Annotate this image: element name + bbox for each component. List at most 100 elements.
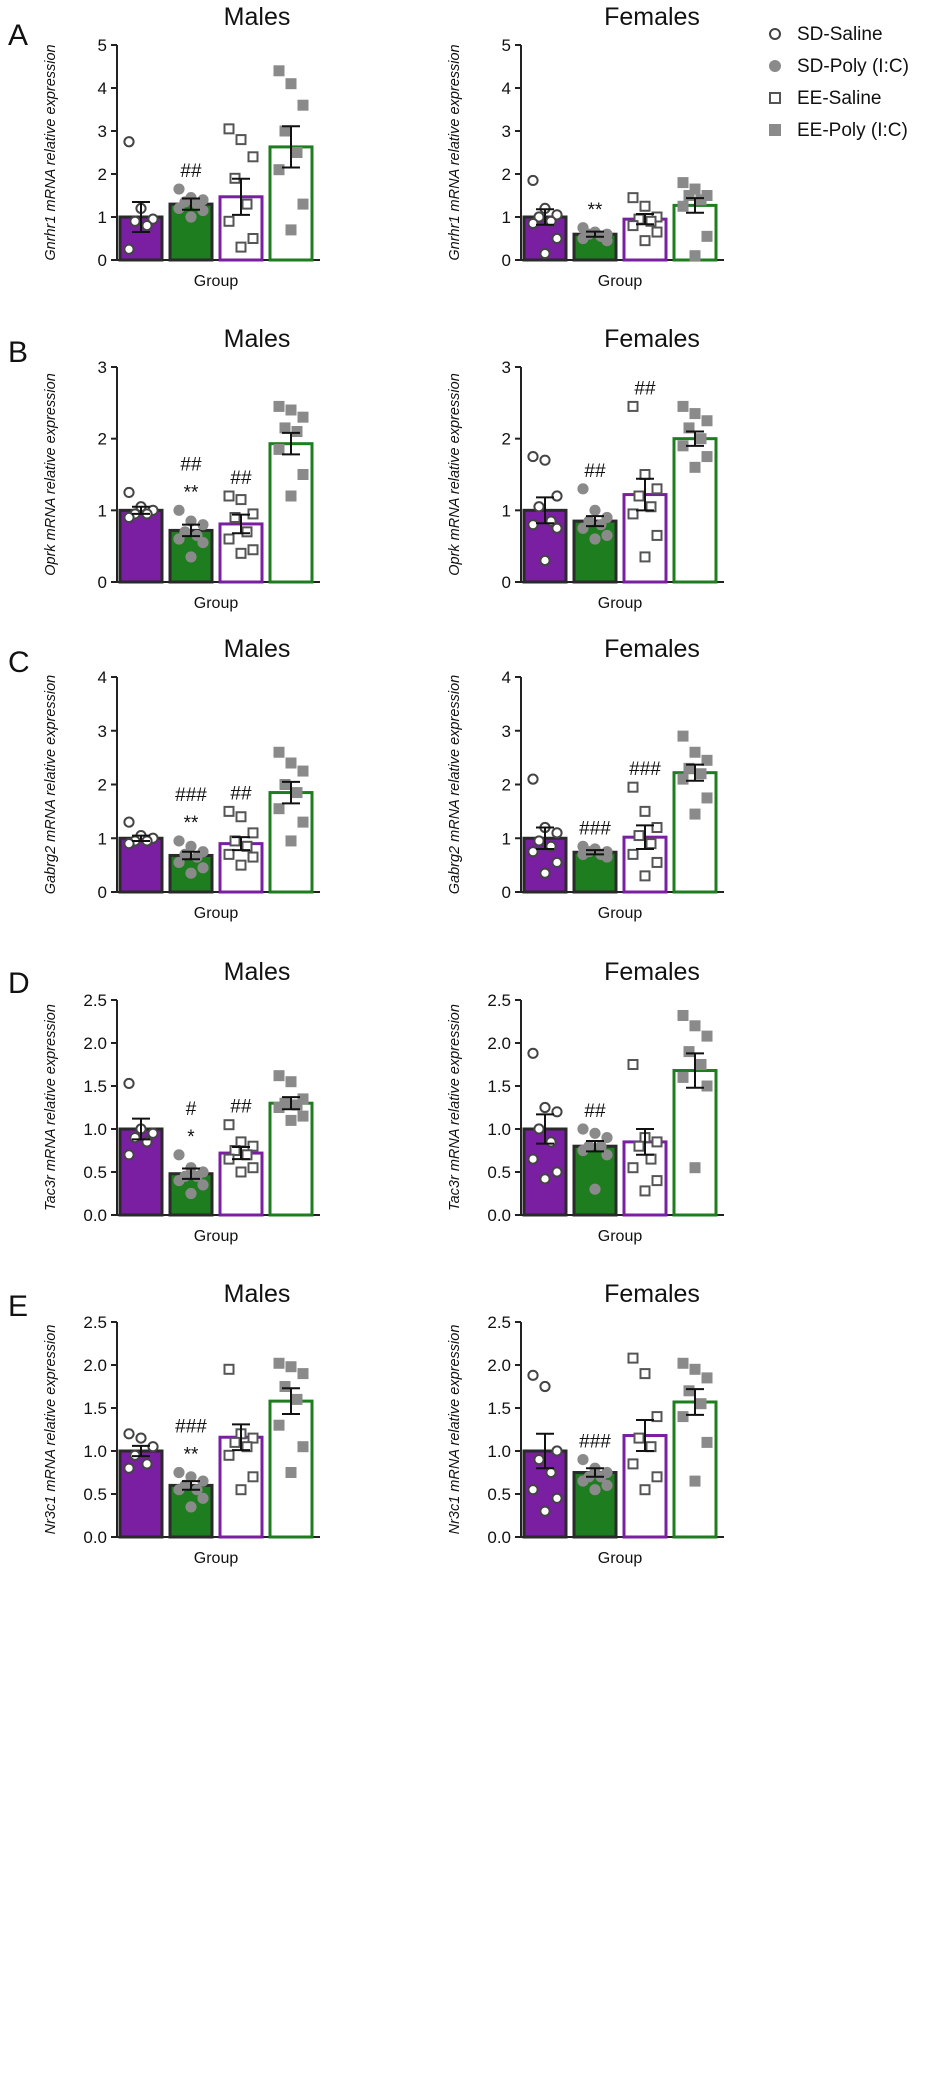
data-point xyxy=(285,1114,297,1126)
data-point xyxy=(651,822,663,833)
chart-title: Females xyxy=(604,325,700,353)
data-point xyxy=(527,450,539,463)
data-point xyxy=(197,536,209,549)
data-point xyxy=(677,1357,689,1369)
bar-sd-saline xyxy=(118,1127,164,1217)
data-point xyxy=(701,451,713,463)
data-point xyxy=(273,400,285,412)
data-point xyxy=(577,232,589,245)
significance-label: * xyxy=(187,1127,195,1148)
significance-label: ### xyxy=(175,1417,207,1438)
data-point xyxy=(273,1357,285,1369)
significance-label: ## xyxy=(584,461,606,482)
y-tick-label: 0.0 xyxy=(487,1528,511,1547)
data-point xyxy=(695,768,707,780)
data-point xyxy=(291,1393,303,1405)
data-point xyxy=(689,408,701,420)
y-tick-label: 1.5 xyxy=(487,1399,511,1418)
y-tick-label: 5 xyxy=(98,36,107,55)
data-point xyxy=(627,192,639,204)
y-axis-label-text: mRNA relative expression xyxy=(43,1004,59,1175)
y-tick-label: 5 xyxy=(502,36,511,55)
panel-letter: D xyxy=(8,967,30,1000)
data-point xyxy=(633,1432,645,1444)
data-point xyxy=(223,123,235,135)
x-axis-label: Group xyxy=(194,1228,239,1245)
data-point xyxy=(551,1445,563,1457)
data-point xyxy=(223,215,235,227)
data-point xyxy=(689,808,701,820)
data-point xyxy=(285,1076,297,1088)
data-point xyxy=(285,224,297,236)
y-tick-label: 0 xyxy=(98,883,107,902)
y-tick-label: 1.0 xyxy=(487,1442,511,1461)
significance-label: ## xyxy=(230,1097,252,1118)
data-point xyxy=(689,250,701,262)
y-tick-label: 1.5 xyxy=(83,1399,107,1418)
y-tick-label: 0.0 xyxy=(83,1206,107,1225)
data-point xyxy=(639,1484,651,1496)
data-point xyxy=(273,65,285,77)
y-axis-label-gene: Nr3c1 xyxy=(447,1496,463,1535)
data-point xyxy=(173,1175,185,1187)
y-axis-label-text: mRNA relative expression xyxy=(43,1325,59,1496)
data-point xyxy=(695,1398,707,1410)
y-tick-label: 4 xyxy=(98,668,107,687)
chart-panel-c-females: Females 0 1 2 3 4 Gabrg2 mRNA relative express… xyxy=(447,635,724,922)
y-axis-label: Tac3r mRNA relative expression xyxy=(447,1004,463,1211)
data-point xyxy=(273,1419,285,1431)
data-point xyxy=(695,194,707,206)
data-point xyxy=(297,765,309,777)
y-tick-label: 2.5 xyxy=(487,1313,511,1332)
data-point xyxy=(539,867,551,879)
data-point xyxy=(645,838,657,850)
data-point xyxy=(123,136,135,148)
data-point xyxy=(235,859,247,871)
data-point xyxy=(235,241,247,253)
data-point xyxy=(197,862,209,874)
y-tick-label: 1.0 xyxy=(83,1120,107,1139)
data-point xyxy=(645,215,657,227)
panel-letter: B xyxy=(8,336,28,369)
data-point xyxy=(297,469,309,480)
data-point xyxy=(229,1145,241,1156)
y-tick-label: 0 xyxy=(502,573,511,592)
y-tick-label: 4 xyxy=(502,79,511,98)
y-tick-label: 2.5 xyxy=(487,991,511,1010)
data-point xyxy=(651,1175,663,1187)
data-point xyxy=(527,773,539,785)
data-point xyxy=(701,1436,713,1448)
data-point xyxy=(223,1119,235,1131)
data-point xyxy=(291,147,303,158)
data-point xyxy=(589,504,601,516)
legend-marker xyxy=(769,124,781,136)
significance-label: ## xyxy=(180,161,202,182)
significance-label: ** xyxy=(184,813,199,834)
chart-panel-d-females: Females 0.0 0.5 1.0 1.5 2.0 2.5 Tac3r mRNA rela… xyxy=(447,958,724,1245)
data-point xyxy=(677,773,689,785)
data-point xyxy=(527,1369,539,1381)
data-point xyxy=(173,202,185,214)
legend-marker xyxy=(769,28,781,40)
data-point xyxy=(639,1368,651,1380)
chart-panel-e-males: E Males 0.0 0.5 1.0 1.5 2.0 2.5 Nr3c1 mRNA relat… xyxy=(8,1280,320,1567)
data-point xyxy=(551,856,563,869)
data-point xyxy=(651,483,663,495)
data-point xyxy=(639,1185,651,1197)
y-axis-label: Gnrhr1 mRNA relative expression xyxy=(447,44,463,260)
y-tick-label: 2 xyxy=(98,165,107,184)
data-point xyxy=(651,856,663,868)
data-point xyxy=(173,533,185,545)
data-point xyxy=(539,1505,551,1517)
data-point xyxy=(123,511,135,524)
data-point xyxy=(247,1471,259,1483)
y-axis-label: Nr3c1 mRNA relative expression xyxy=(43,1325,59,1535)
y-tick-label: 2 xyxy=(98,776,107,795)
y-tick-label: 0.0 xyxy=(83,1528,107,1547)
y-tick-label: 0.0 xyxy=(487,1206,511,1225)
data-point xyxy=(123,838,135,850)
data-point xyxy=(273,1070,285,1082)
data-point xyxy=(677,177,689,189)
data-point xyxy=(291,787,303,799)
data-point xyxy=(247,851,259,863)
